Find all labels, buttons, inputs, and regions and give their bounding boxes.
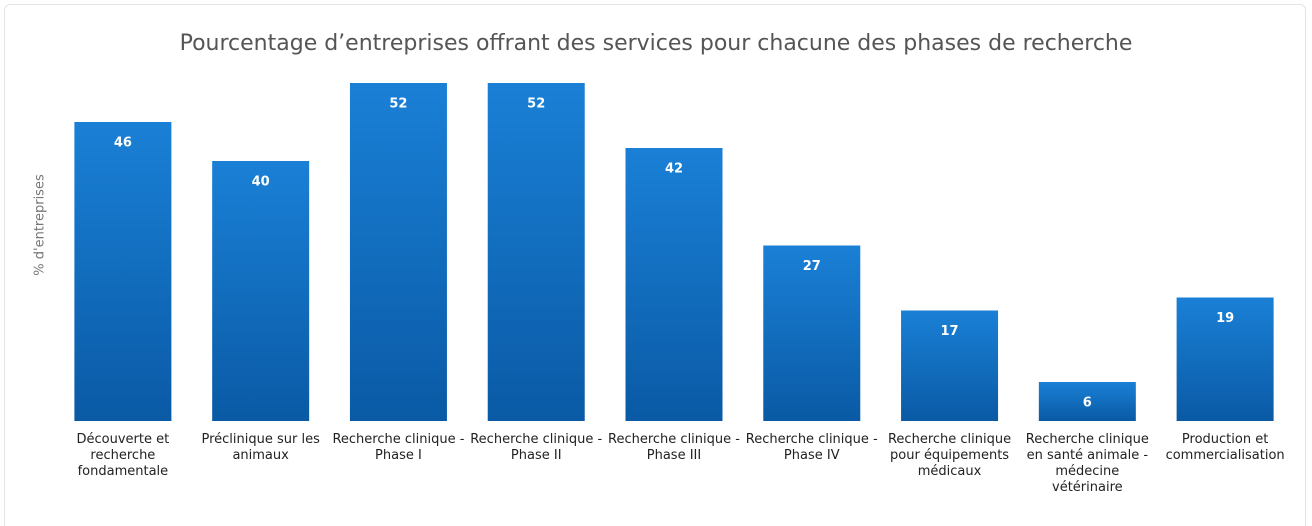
data-label: 40 bbox=[252, 175, 270, 190]
bar bbox=[763, 245, 861, 421]
data-label: 52 bbox=[389, 97, 407, 112]
data-label: 27 bbox=[803, 259, 821, 274]
bar bbox=[901, 310, 999, 421]
bar bbox=[487, 83, 585, 421]
data-label: 17 bbox=[941, 324, 959, 339]
x-tick-label: Production et commercialisation bbox=[1165, 432, 1285, 463]
bar bbox=[625, 148, 723, 421]
data-label: 19 bbox=[1216, 311, 1234, 326]
x-tick-label: Découverte et recherche fondamentale bbox=[76, 432, 170, 479]
x-tick-label: Recherche clinique pour équipements médi… bbox=[887, 432, 1012, 479]
x-tick-label: Recherche clinique en santé animale - mé… bbox=[1025, 432, 1149, 495]
bar bbox=[1176, 297, 1274, 421]
data-label: 6 bbox=[1083, 396, 1092, 411]
x-tick-label: Recherche clinique - Phase III bbox=[608, 432, 740, 463]
data-label: 52 bbox=[527, 97, 545, 112]
bar bbox=[1038, 382, 1136, 421]
chart-title: Pourcentage d’entreprises offrant des se… bbox=[180, 31, 1133, 56]
card bbox=[4, 4, 1306, 526]
x-tick-label: Préclinique sur les animaux bbox=[201, 432, 320, 463]
bar bbox=[212, 161, 310, 421]
bar bbox=[74, 122, 172, 421]
data-label: 42 bbox=[665, 162, 683, 177]
x-tick-label: Recherche clinique - Phase I bbox=[332, 432, 465, 463]
data-label: 46 bbox=[114, 136, 132, 151]
y-axis-label: % d'entreprises bbox=[33, 174, 48, 276]
x-tick-label: Recherche clinique - Phase IV bbox=[745, 432, 878, 463]
x-tick-label: Recherche clinique - Phase II bbox=[470, 432, 603, 463]
bar bbox=[349, 83, 447, 421]
